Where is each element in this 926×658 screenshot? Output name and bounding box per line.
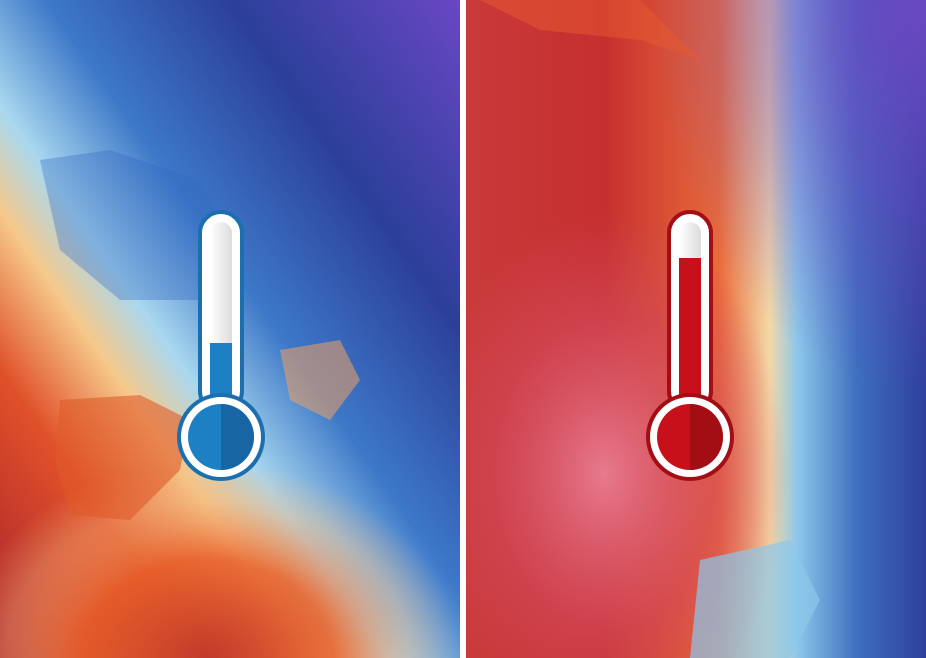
africa-cool bbox=[690, 540, 820, 658]
hot-thermometer bbox=[646, 210, 734, 481]
atlantic-warm bbox=[480, 0, 700, 60]
thermometer-shade bbox=[221, 404, 254, 470]
thermometer-shade bbox=[690, 404, 723, 470]
uk-france-cool bbox=[40, 150, 240, 300]
italy-warm bbox=[280, 340, 360, 420]
thermometer-level bbox=[679, 258, 701, 423]
cold-thermometer bbox=[177, 210, 265, 481]
divider bbox=[460, 0, 466, 658]
iberia-warm bbox=[55, 395, 190, 520]
